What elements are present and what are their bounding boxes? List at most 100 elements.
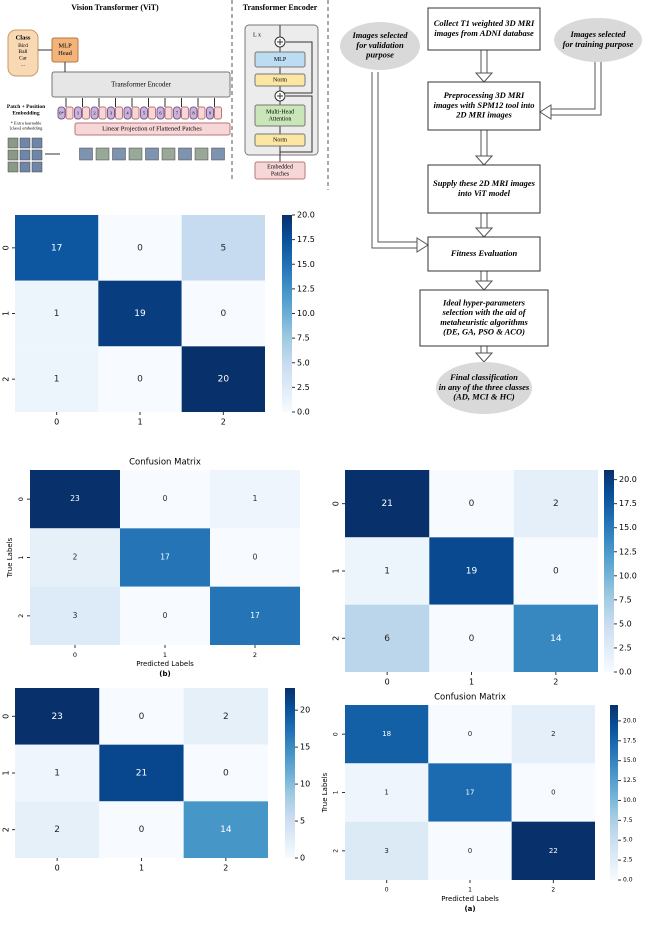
mlp-head-label: MLP (58, 43, 72, 50)
colorbar-tick-label: 12.5 (623, 777, 637, 784)
cell-label: 17 (51, 243, 62, 253)
input-image-patch (7, 161, 19, 173)
heatmap-cell (345, 705, 429, 764)
cell-label: 2 (223, 712, 229, 722)
patch-embedding (82, 106, 90, 120)
heatmap-cell (15, 801, 100, 858)
encoder-sub-block (254, 73, 306, 87)
y-tick-label: 0 (2, 245, 11, 250)
patch-embedding (98, 106, 107, 120)
y-tick-label: 0 (333, 732, 340, 736)
colorbar-tick-label: 5.0 (297, 358, 310, 367)
x-tick-label: 1 (469, 678, 474, 687)
patch-embedding (115, 106, 123, 120)
image-patch (211, 147, 225, 161)
arrow-outline (550, 62, 602, 116)
encoder-block-label: Multi-Head (266, 109, 294, 115)
x-tick-label: 2 (553, 678, 558, 687)
token-index: 4 (126, 111, 129, 116)
cell-label: 21 (136, 769, 147, 779)
class-item: Bird (18, 43, 28, 49)
heatmap-cell (98, 215, 182, 281)
input-image-patch (19, 161, 31, 173)
caption: (a) (464, 905, 475, 913)
heatmap-cell (210, 470, 300, 529)
flow-text: Fitness Evaluation (450, 248, 518, 258)
arrow-head (474, 352, 494, 363)
encoder-block-label: Norm (273, 137, 287, 143)
projection-label: Linear Projection of Flattened Patches (102, 125, 202, 132)
heatmap-cell (511, 821, 595, 880)
colorbar-tick-label: 5.0 (623, 837, 633, 844)
heatmap-cell (345, 537, 430, 605)
cell-label: 2 (551, 730, 555, 738)
token-index: 0* (59, 111, 64, 116)
y-tick-label: 1 (332, 568, 341, 573)
input-label: Embedded (267, 164, 293, 170)
y-axis-label: True Labels (321, 772, 329, 813)
colorbar (610, 705, 618, 880)
arrow-head (474, 227, 494, 238)
x-tick-label: 1 (139, 864, 144, 873)
heatmap-cell (99, 688, 184, 745)
flow-box (419, 289, 549, 347)
x-tick-label: 0 (54, 418, 59, 427)
flow-text: images from ADNI database (434, 28, 534, 38)
cell-label: 0 (553, 567, 559, 577)
input-image-patch (19, 137, 31, 149)
repeat-label: L x (253, 32, 261, 38)
cell-label: 0 (469, 634, 475, 644)
cell-label: 5 (220, 243, 226, 253)
heatmap-cell (120, 528, 210, 587)
colorbar-tick-label: 20.0 (623, 717, 637, 724)
y-tick-label: 2 (17, 614, 25, 618)
patch-embedding (148, 106, 156, 120)
cell-label: 0 (137, 243, 143, 253)
embedding-note: [class] embedding (10, 126, 44, 131)
cell-label: 1 (54, 309, 60, 319)
flow-text: Images selected (352, 30, 409, 40)
y-tick-label: 1 (17, 555, 25, 559)
cell-label: 22 (549, 847, 558, 855)
arrow-head (416, 237, 429, 253)
patch-embedding (131, 106, 140, 120)
cell-label: 3 (73, 611, 78, 620)
y-tick-label: 1 (2, 311, 11, 316)
heatmap-cell (183, 688, 268, 745)
x-axis-label: Predicted Labels (441, 895, 499, 903)
heatmap-cell (345, 470, 430, 538)
patch-embedding (164, 106, 173, 120)
heatmap-cell (345, 821, 429, 880)
token-index: 9 (209, 111, 212, 116)
image-patch (161, 147, 176, 161)
input-image-patch (31, 137, 43, 149)
cell-label: 0 (137, 375, 143, 385)
heatmap-cell (513, 537, 598, 605)
flow-text: into ViT model (458, 188, 511, 198)
heatmap-cell (345, 763, 429, 822)
class-title: Class (16, 34, 31, 41)
cell-label: 23 (70, 494, 80, 503)
cell-label: 0 (468, 730, 472, 738)
input-image-patch (7, 137, 19, 149)
image-patch (178, 147, 192, 161)
heatmap-cell (30, 470, 120, 529)
encoder-title: Transformer Encoder (243, 3, 318, 12)
x-axis-label: Predicted Labels (136, 660, 194, 668)
token-index: 2 (93, 111, 95, 116)
cell-label: 3 (384, 847, 388, 855)
x-tick-label: 2 (551, 887, 555, 894)
cell-label: 18 (382, 730, 391, 738)
cell-label: 21 (381, 499, 392, 509)
x-tick-label: 2 (223, 864, 228, 873)
flow-text: Preprocessing 3D MRI (444, 90, 525, 100)
heatmap-cell (98, 280, 182, 347)
encoder-sub-block (254, 51, 306, 68)
cell-label: 14 (220, 825, 232, 835)
heatmap-cell (428, 821, 512, 880)
cell-label: 17 (466, 789, 475, 797)
heatmap-cell (345, 604, 430, 672)
colorbar-tick-label: 2.5 (297, 383, 310, 392)
colorbar-tick-label: 0.0 (623, 877, 633, 884)
